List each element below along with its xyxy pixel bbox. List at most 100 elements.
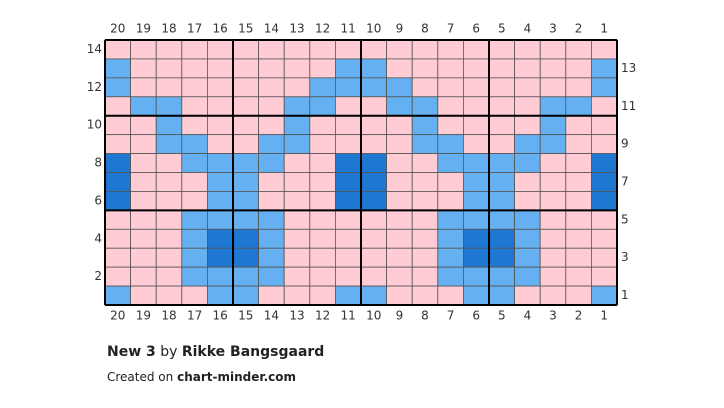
column-number: 4 (524, 309, 532, 323)
cell (334, 134, 362, 154)
cell (104, 134, 132, 154)
cell (309, 209, 336, 230)
cell (334, 172, 362, 192)
cell (181, 285, 208, 306)
cell (565, 39, 592, 60)
cell (488, 285, 516, 306)
cell (155, 209, 183, 230)
cell (334, 153, 362, 173)
cell (283, 58, 311, 79)
cell (232, 115, 260, 136)
cell (130, 58, 157, 79)
cell (130, 115, 157, 136)
cell (283, 209, 311, 230)
cell (514, 153, 541, 173)
cell (591, 266, 618, 287)
cell (437, 77, 464, 98)
cell (462, 77, 490, 98)
cell (232, 153, 260, 173)
cell (386, 209, 413, 230)
column-number: 2 (575, 309, 583, 323)
cell (232, 266, 260, 287)
cell (591, 115, 618, 136)
cell (155, 285, 183, 306)
cell (488, 266, 516, 287)
row-number: 10 (87, 118, 102, 132)
cell (539, 247, 567, 268)
cell (591, 96, 618, 117)
cell (232, 247, 260, 268)
cell (309, 191, 336, 211)
cell (386, 39, 413, 60)
cell (334, 247, 362, 268)
cell (437, 153, 464, 173)
cell (565, 172, 592, 192)
cell (488, 191, 516, 211)
column-number: 6 (472, 309, 480, 323)
cell (232, 209, 260, 230)
column-number: 14 (264, 22, 279, 36)
cell (258, 134, 285, 154)
cell (514, 58, 541, 79)
cell (462, 228, 490, 249)
row-number: 14 (87, 42, 102, 56)
cell (514, 228, 541, 249)
cell (411, 115, 439, 136)
cell (258, 58, 285, 79)
cell (539, 58, 567, 79)
cell (232, 172, 260, 192)
row-number: 4 (94, 231, 102, 245)
cell (155, 58, 183, 79)
cell (514, 191, 541, 211)
column-number: 16 (213, 22, 228, 36)
cell (206, 172, 234, 192)
cell (334, 209, 362, 230)
cell (591, 153, 618, 173)
column-number: 2 (575, 22, 583, 36)
cell (411, 39, 439, 60)
cell (104, 266, 132, 287)
cell (334, 285, 362, 306)
cell (181, 39, 208, 60)
cell (411, 172, 439, 192)
column-number: 7 (447, 309, 455, 323)
cell (360, 153, 388, 173)
cell (360, 77, 388, 98)
cell (309, 228, 336, 249)
cell (181, 172, 208, 192)
cell (565, 96, 592, 117)
cell (539, 115, 567, 136)
cell (283, 172, 311, 192)
cell (539, 153, 567, 173)
cell (309, 172, 336, 192)
row-number: 13 (621, 61, 636, 75)
cell (565, 153, 592, 173)
cell (181, 191, 208, 211)
column-number: 17 (187, 309, 202, 323)
cell (206, 39, 234, 60)
by-text: by (160, 344, 178, 360)
cell (411, 58, 439, 79)
cell (232, 39, 260, 60)
cell (258, 191, 285, 211)
cell (104, 77, 132, 98)
cell (591, 172, 618, 192)
cell (539, 228, 567, 249)
column-number: 5 (498, 309, 506, 323)
cell (283, 39, 311, 60)
cell (334, 228, 362, 249)
cell (258, 39, 285, 60)
column-number: 15 (238, 309, 253, 323)
row-number: 7 (621, 174, 629, 188)
cell (334, 266, 362, 287)
cell (104, 115, 132, 136)
column-number: 11 (341, 22, 356, 36)
cell (591, 134, 618, 154)
cell (386, 153, 413, 173)
cell (360, 115, 388, 136)
row-number: 12 (87, 80, 102, 94)
cell (411, 247, 439, 268)
column-number: 8 (421, 22, 429, 36)
column-number: 20 (110, 22, 125, 36)
